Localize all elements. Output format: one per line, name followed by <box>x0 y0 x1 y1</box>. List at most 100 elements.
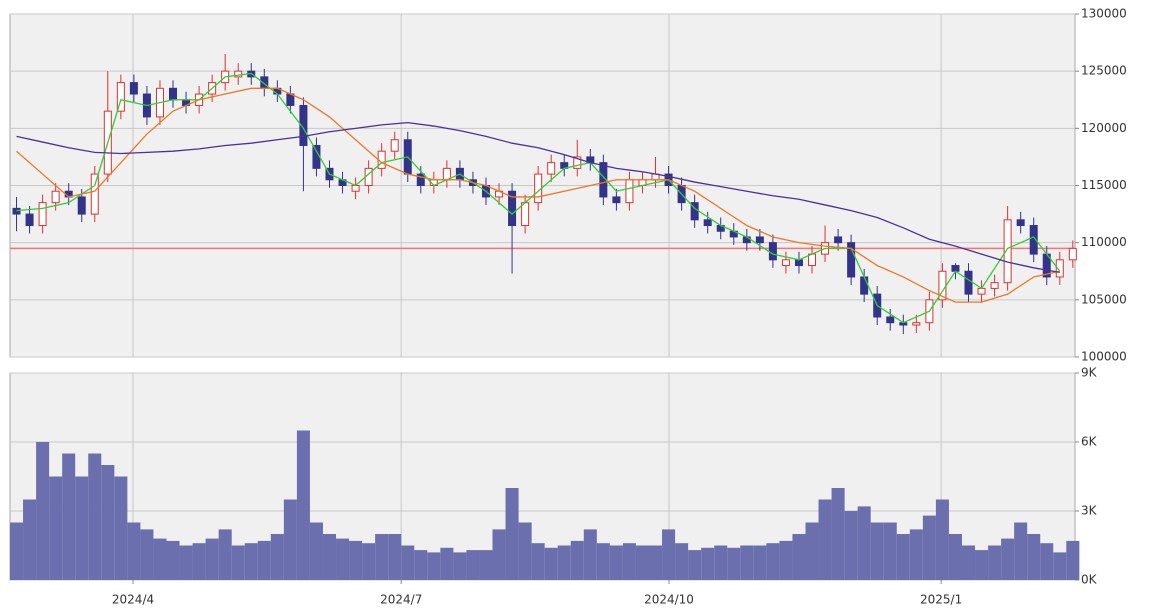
candle-body <box>964 270 973 295</box>
volume-bar <box>414 550 428 580</box>
volume-bar <box>596 543 610 580</box>
candle-body <box>390 139 399 152</box>
volume-bar <box>740 545 754 580</box>
candle-body <box>1055 259 1064 278</box>
moving-average <box>16 87 1060 303</box>
candle-body <box>794 259 803 267</box>
candle-body <box>116 82 125 112</box>
volume-bar <box>975 550 989 580</box>
volume-bar <box>870 522 884 580</box>
candle-body <box>755 236 764 244</box>
candle-body <box>1016 219 1025 227</box>
volume-bar <box>609 545 623 580</box>
volume-bar <box>336 538 350 580</box>
candle-body <box>768 242 777 261</box>
candle-body <box>234 70 243 78</box>
y-tick-label: 0K <box>1081 573 1098 587</box>
volume-bar <box>270 534 284 580</box>
volume-bar <box>166 540 180 580</box>
candle-body <box>312 144 321 169</box>
candle-body <box>781 259 790 267</box>
volume-bar <box>440 547 454 580</box>
volume-bar <box>753 545 767 580</box>
volume-bar <box>296 430 310 580</box>
volume-bar <box>88 453 102 580</box>
volume-bar <box>935 499 949 580</box>
volume-bar <box>922 515 936 580</box>
volume-bar <box>857 506 871 580</box>
candle-body <box>612 196 621 204</box>
volume-bar <box>662 529 676 580</box>
y-tick-label: 110000 <box>1081 235 1127 249</box>
volume-bar <box>948 534 962 580</box>
volume-bar <box>205 538 219 580</box>
volume-bar <box>883 522 897 580</box>
volume-bar <box>701 547 715 580</box>
y-tick-label: 105000 <box>1081 292 1127 306</box>
volume-bar <box>1040 543 1054 580</box>
candle-body <box>547 162 556 175</box>
volume-bar <box>896 534 910 580</box>
candle-body <box>521 202 530 227</box>
volume-bar <box>192 543 206 580</box>
candle-body <box>990 282 999 289</box>
volume-bar <box>1014 522 1028 580</box>
y-tick-label: 9K <box>1081 366 1098 380</box>
volume-bar <box>453 552 467 580</box>
volume-bar <box>583 529 597 580</box>
volume-bar <box>988 545 1002 580</box>
candle-body <box>12 207 21 215</box>
volume-bar <box>283 499 297 580</box>
candle-body <box>51 190 60 204</box>
volume-bar <box>688 550 702 580</box>
candle-body <box>1068 247 1077 261</box>
volume-bar <box>727 547 741 580</box>
candle-body <box>847 242 856 278</box>
volume-bar <box>518 522 532 580</box>
y-tick-label: 100000 <box>1081 350 1127 364</box>
candle-body <box>90 173 99 215</box>
volume-bar <box>1066 540 1080 580</box>
volume-bar <box>1001 538 1015 580</box>
volume-bar <box>805 522 819 580</box>
volume-bar <box>1027 534 1041 580</box>
volume-bar <box>961 545 976 580</box>
volume-bar <box>427 552 441 580</box>
y-tick-label: 3K <box>1081 504 1098 518</box>
volume-bar <box>792 534 806 580</box>
volume-bar <box>818 499 832 580</box>
volume-bar <box>140 529 154 580</box>
candle-body <box>625 179 634 204</box>
candle-body <box>25 213 34 227</box>
candle-body <box>834 236 843 244</box>
volume-bar <box>257 540 271 580</box>
volume-bar <box>492 529 506 580</box>
x-tick-label: 2024/4 <box>112 593 154 607</box>
volume-bar <box>179 545 193 580</box>
volume-bar <box>322 534 337 580</box>
volume-bar <box>375 534 389 580</box>
volume-bar <box>349 540 363 580</box>
volume-bar <box>649 545 663 580</box>
candle-body <box>508 190 517 227</box>
candle-body <box>951 265 960 272</box>
volume-bar <box>1053 552 1067 580</box>
moving-average <box>16 72 1061 324</box>
candle-body <box>1029 225 1038 255</box>
candle-body <box>77 196 86 215</box>
volume-bar <box>675 543 689 580</box>
volume-bar <box>362 543 376 580</box>
volume-bar <box>49 476 63 580</box>
candle-body <box>599 162 608 198</box>
moving-average <box>16 121 1060 274</box>
candle-body <box>416 173 425 186</box>
candle-body <box>573 156 582 169</box>
volume-bar <box>218 529 232 580</box>
candle-body <box>886 316 895 324</box>
volume-bar <box>36 442 50 580</box>
volume-bar <box>62 453 76 580</box>
volume-bar <box>10 522 24 580</box>
volume-bar <box>75 476 89 580</box>
candle-body <box>169 87 178 101</box>
